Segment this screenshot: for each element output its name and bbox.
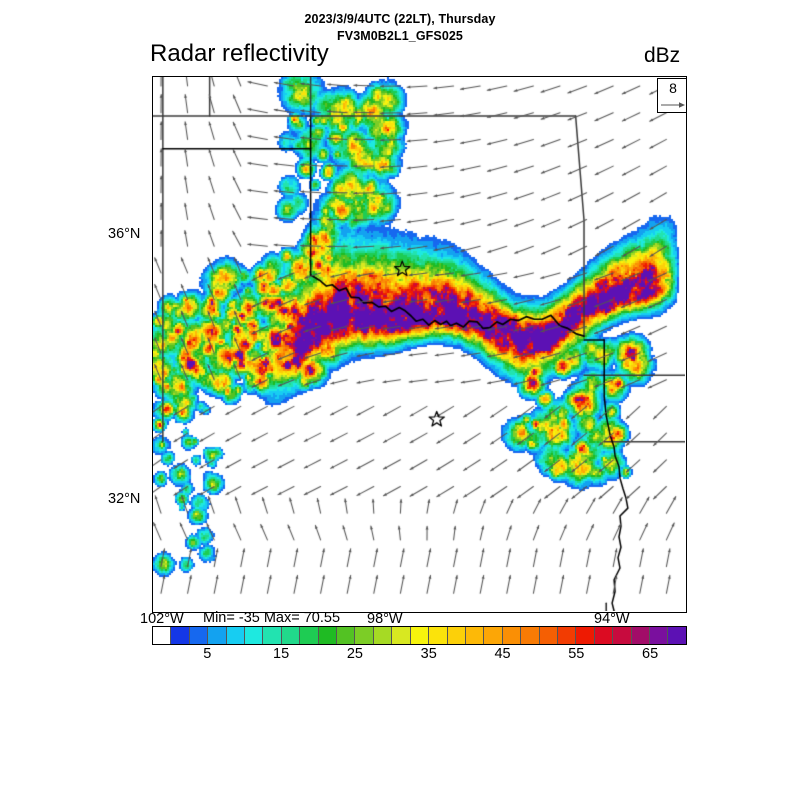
colorbar-tick-55: 55 — [568, 646, 585, 662]
colorbar-tick-25: 25 — [346, 646, 363, 662]
colorbar-swatch-7 — [281, 627, 301, 644]
colorbar-tick-65: 65 — [642, 646, 659, 662]
colorbar-swatch-9 — [318, 627, 338, 644]
colorbar-swatch-1 — [171, 627, 190, 644]
colorbar-swatch-22 — [557, 627, 577, 644]
colorbar-swatch-15 — [429, 627, 448, 644]
axis-label-lon-94w: 94°W — [594, 611, 630, 627]
units-label: dBz — [644, 44, 681, 67]
map-plot-area[interactable] — [152, 76, 687, 613]
colorbar-swatch-3 — [208, 627, 227, 644]
colorbar-swatch-11 — [355, 627, 374, 644]
colorbar-swatch-26 — [631, 627, 650, 644]
colorbar-swatch-19 — [502, 627, 522, 644]
page-title: Radar reflectivity — [150, 40, 329, 67]
title-datetime: 2023/3/9/4UTC (22LT), Thursday — [304, 12, 496, 26]
wind-vector-key-value: 8 — [669, 80, 677, 96]
colorbar-swatch-5 — [245, 627, 264, 644]
colorbar-tick-45: 45 — [494, 646, 511, 662]
colorbar-swatch-16 — [447, 627, 466, 644]
axis-label-lon-102w: 102°W — [140, 611, 184, 627]
colorbar-swatch-10 — [337, 627, 356, 644]
colorbar-swatch-24 — [594, 627, 614, 644]
axis-label-lon-98w: 98°W — [367, 611, 403, 627]
colorbar-swatch-17 — [465, 627, 485, 644]
axis-label-lat-32n: 32°N — [108, 491, 141, 507]
colorbar-swatch-6 — [263, 627, 282, 644]
title-model: FV3M0B2L1_GFS025 — [337, 29, 463, 43]
colorbar-swatch-8 — [300, 627, 319, 644]
colorbar-tick-labels: 5 15 25 35 45 55 65 — [152, 646, 687, 666]
colorbar-swatch-13 — [392, 627, 411, 644]
colorbar-swatch-0 — [153, 627, 172, 644]
wind-vector-key: 8 — [657, 78, 687, 113]
wind-vector-key-arrow-icon — [661, 102, 685, 108]
colorbar-swatch-21 — [539, 627, 558, 644]
colorbar-swatch-27 — [649, 627, 669, 644]
colorbar-swatch-20 — [521, 627, 540, 644]
colorbar-tick-5: 5 — [203, 646, 212, 662]
colorbar-swatch-12 — [373, 627, 393, 644]
colorbar-swatch-28 — [668, 627, 686, 644]
radar-reflectivity-canvas — [153, 77, 685, 611]
colorbar-swatch-2 — [189, 627, 209, 644]
colorbar-tick-15: 15 — [273, 646, 290, 662]
colorbar-swatch-23 — [576, 627, 595, 644]
colorbar-tick-35: 35 — [420, 646, 437, 662]
axis-label-lat-36n: 36°N — [108, 226, 141, 242]
colorbar-swatch-14 — [410, 627, 430, 644]
colorbar-swatch-4 — [226, 627, 246, 644]
colorbar-swatch-25 — [613, 627, 632, 644]
minmax-annotation: Min= -35 Max= 70.55 — [203, 610, 341, 626]
colorbar-swatch-18 — [484, 627, 503, 644]
colorbar[interactable] — [152, 626, 687, 645]
